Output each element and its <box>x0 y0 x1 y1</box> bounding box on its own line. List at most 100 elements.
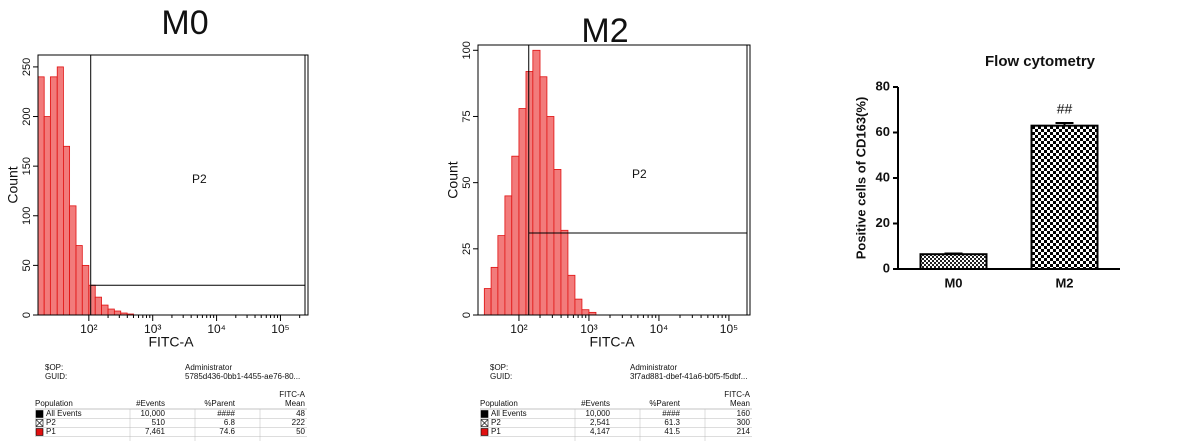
histogram-bar <box>49 76 58 316</box>
histogram-bar <box>69 205 77 316</box>
annotation: ## <box>1057 101 1073 117</box>
info-value: 5785d436-0bb1-4455-ae76-80... <box>185 372 300 381</box>
y-tick-label: 20 <box>876 215 890 230</box>
histogram-bar <box>497 235 506 316</box>
y-tick-label: 50 <box>21 259 33 271</box>
histogram-bar <box>113 310 122 316</box>
x-tick-label: 10⁵ <box>271 322 289 336</box>
x-tick-label: 10³ <box>580 322 597 336</box>
y-tick-label: 40 <box>876 169 890 184</box>
histogram-bar <box>574 298 583 316</box>
table-cell: All Events <box>46 409 82 418</box>
table-cell: 10,000 <box>586 409 611 418</box>
histogram-bar <box>567 274 576 316</box>
table-cell: All Events <box>491 409 527 418</box>
icon-cross <box>35 419 44 427</box>
info-key: GUID: <box>45 372 67 381</box>
bar <box>1030 124 1099 270</box>
icon-cross <box>480 419 489 427</box>
x-tick-label: 10² <box>510 322 527 336</box>
info-key: $OP: <box>490 363 508 372</box>
histogram-bar <box>94 296 102 316</box>
histogram-bar <box>532 49 541 316</box>
table-header: Population <box>35 399 73 408</box>
table-cell: 7,461 <box>145 427 166 436</box>
table-cell: P1 <box>491 427 501 436</box>
y-tick-label: 250 <box>21 58 33 76</box>
histogram-bar <box>511 155 520 316</box>
x-tick-label: 10⁵ <box>720 322 738 336</box>
histogram-bar <box>539 76 548 316</box>
info-value: 3f7ad881-dbef-41a6-b0f5-f5dbf... <box>630 372 747 381</box>
histogram-bar <box>553 169 562 316</box>
x-tick-label: 10⁴ <box>650 322 669 336</box>
y-tick-label: 150 <box>21 157 33 175</box>
table-cell: 214 <box>737 427 751 436</box>
table-cell: 510 <box>152 418 166 427</box>
histogram-bar <box>37 76 45 316</box>
table-group-header: FITC-A <box>279 390 305 399</box>
y-tick-label: 80 <box>876 78 890 93</box>
y-tick-label: 75 <box>461 110 473 122</box>
histogram-bar <box>504 195 513 316</box>
histogram-bar <box>88 284 96 316</box>
y-axis-label: Count <box>445 161 461 198</box>
population-icon <box>35 428 44 436</box>
y-tick-label: 0 <box>21 312 33 318</box>
histogram-bar <box>546 116 555 316</box>
gate-label: P2 <box>632 167 647 181</box>
histogram-bar <box>525 71 534 316</box>
info-key: GUID: <box>490 372 512 381</box>
histogram-bar <box>490 266 499 316</box>
x-tick-label: 10² <box>80 322 97 336</box>
table-cell: 2,541 <box>590 418 611 427</box>
plot-frame <box>477 44 751 316</box>
x-axis-label: FITC-A <box>589 334 635 350</box>
histogram-bar <box>518 108 527 316</box>
population-icon <box>35 410 44 418</box>
table-cell: 160 <box>737 409 751 418</box>
histogram-bar <box>81 264 90 316</box>
table-cell: 222 <box>292 418 306 427</box>
panel-title: M0 <box>161 4 208 42</box>
table-header: %Parent <box>204 399 235 408</box>
table-cell: 61.3 <box>664 418 680 427</box>
y-tick-label: 0 <box>461 312 473 318</box>
table-header: Population <box>480 399 518 408</box>
y-tick-label: 25 <box>461 243 473 255</box>
histogram-bar <box>101 304 109 316</box>
table-cell: #### <box>662 409 680 418</box>
table-header: #Events <box>136 399 165 408</box>
table-cell: 4,147 <box>590 427 611 436</box>
bar <box>919 253 988 270</box>
table-cell: 48 <box>296 409 305 418</box>
table-cell: 300 <box>737 418 751 427</box>
y-tick-label: 0 <box>883 260 890 275</box>
plot-frame <box>37 54 309 316</box>
table-cell: P2 <box>46 418 56 427</box>
table-cell: 41.5 <box>664 427 680 436</box>
info-value: Administrator <box>630 363 677 372</box>
chart-title: Flow cytometry <box>985 53 1096 70</box>
y-tick-label: 100 <box>21 207 33 225</box>
histogram-bar <box>63 145 71 316</box>
x-axis-label: FITC-A <box>148 334 194 350</box>
histogram-bar <box>560 229 569 316</box>
y-axis-label: Positive cells of CD163(%) <box>853 97 868 260</box>
table-cell: 74.6 <box>219 427 235 436</box>
y-tick-label: 200 <box>21 107 33 125</box>
table-cell: 50 <box>296 427 305 436</box>
table-cell: P2 <box>491 418 501 427</box>
histogram-bar <box>75 245 83 316</box>
table-cell: 10,000 <box>141 409 166 418</box>
table-cell: 6.8 <box>224 418 236 427</box>
table-cell: #### <box>217 409 235 418</box>
histogram-bar <box>581 309 590 316</box>
table-cell: P1 <box>46 427 56 436</box>
table-group-header: FITC-A <box>724 390 750 399</box>
histogram-bar <box>56 66 64 316</box>
table-header: #Events <box>581 399 610 408</box>
x-tick-label: 10⁴ <box>207 322 226 336</box>
